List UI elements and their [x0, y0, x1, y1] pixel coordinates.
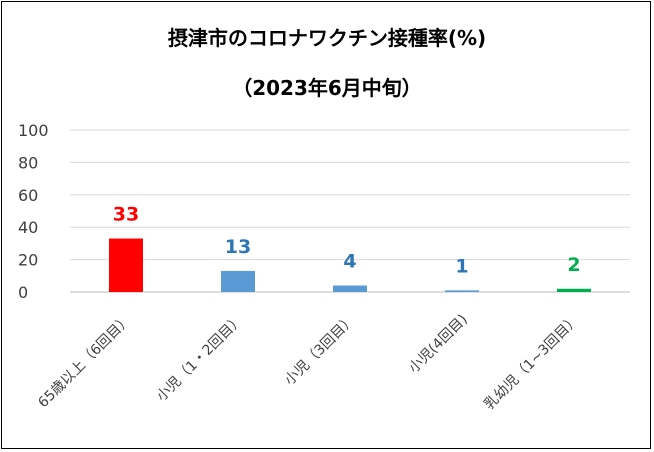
data-label: 1: [455, 255, 468, 277]
data-label: 33: [113, 204, 139, 226]
y-tick-label: 0: [18, 283, 28, 302]
x-category-label: 小児(4回目): [406, 312, 471, 377]
x-category-label: 小児（1・2回目）: [154, 312, 247, 405]
bar: [221, 270, 255, 292]
y-tick-label: 40: [18, 218, 38, 237]
x-category-label: 小児（3回目）: [282, 312, 359, 389]
chart-subtitle: （2023年6月中旬）: [232, 76, 422, 100]
bar: [557, 288, 591, 292]
bar: [109, 238, 143, 292]
bar: [445, 290, 479, 292]
x-category-label: 65歳以上（6回目）: [35, 312, 135, 412]
y-tick-label: 20: [18, 251, 38, 270]
y-tick-label: 100: [18, 121, 49, 140]
data-label: 13: [225, 236, 251, 258]
data-label: 4: [343, 251, 356, 273]
data-label: 2: [567, 254, 580, 276]
x-category-label: 乳幼児（1~3回目）: [481, 312, 583, 414]
bar: [333, 285, 367, 292]
y-tick-label: 60: [18, 186, 38, 205]
chart-title: 摂津市のコロナワクチン接種率(%): [167, 26, 487, 50]
y-tick-label: 80: [18, 153, 38, 172]
